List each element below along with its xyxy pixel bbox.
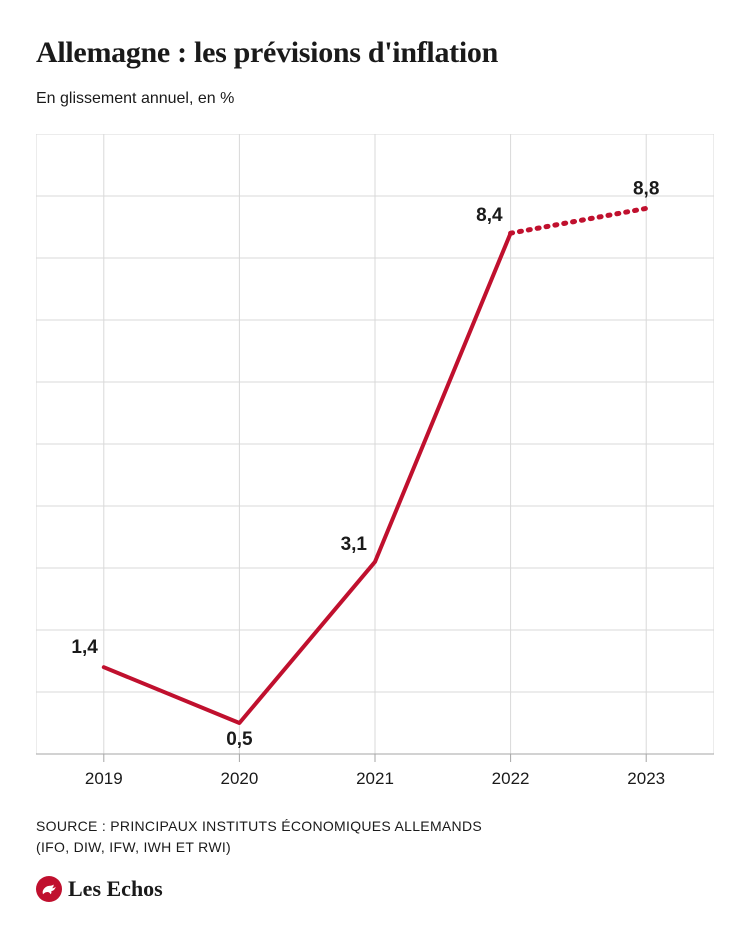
publisher-name: Les Echos — [68, 876, 163, 902]
data-point-label: 3,1 — [341, 534, 368, 555]
x-axis-label: 2023 — [627, 769, 665, 788]
les-echos-logo-icon — [36, 876, 62, 902]
data-point-label: 8,8 — [633, 178, 659, 199]
source-line-1: SOURCE : PRINCIPAUX INSTITUTS ÉCONOMIQUE… — [36, 818, 482, 834]
data-point-label: 1,4 — [71, 637, 98, 658]
series-line-forecast — [511, 208, 647, 233]
x-axis-label: 2019 — [85, 769, 123, 788]
chart-container: Allemagne : les prévisions d'inflation E… — [0, 0, 750, 938]
data-point-label: 0,5 — [226, 729, 253, 750]
chart-subtitle: En glissement annuel, en % — [36, 90, 714, 108]
x-axis-label: 2020 — [220, 769, 258, 788]
pegasus-icon — [40, 880, 58, 898]
source-line-2: (IFO, DIW, IFW, IWH ET RWI) — [36, 839, 231, 855]
series-line-actual — [104, 233, 511, 723]
source-note: SOURCE : PRINCIPAUX INSTITUTS ÉCONOMIQUE… — [36, 816, 714, 858]
line-chart: 2019 2020 2021 2022 2023 1,4 0,5 3,1 8,4 8,8 — [36, 134, 714, 794]
data-point-label: 8,4 — [476, 205, 503, 226]
x-axis-label: 2021 — [356, 769, 394, 788]
x-axis-label: 2022 — [492, 769, 530, 788]
chart-title: Allemagne : les prévisions d'inflation — [36, 36, 714, 70]
chart-svg: 2019 2020 2021 2022 2023 1,4 0,5 3,1 8,4 8,8 — [36, 134, 714, 794]
publisher-brand: Les Echos — [36, 876, 714, 902]
